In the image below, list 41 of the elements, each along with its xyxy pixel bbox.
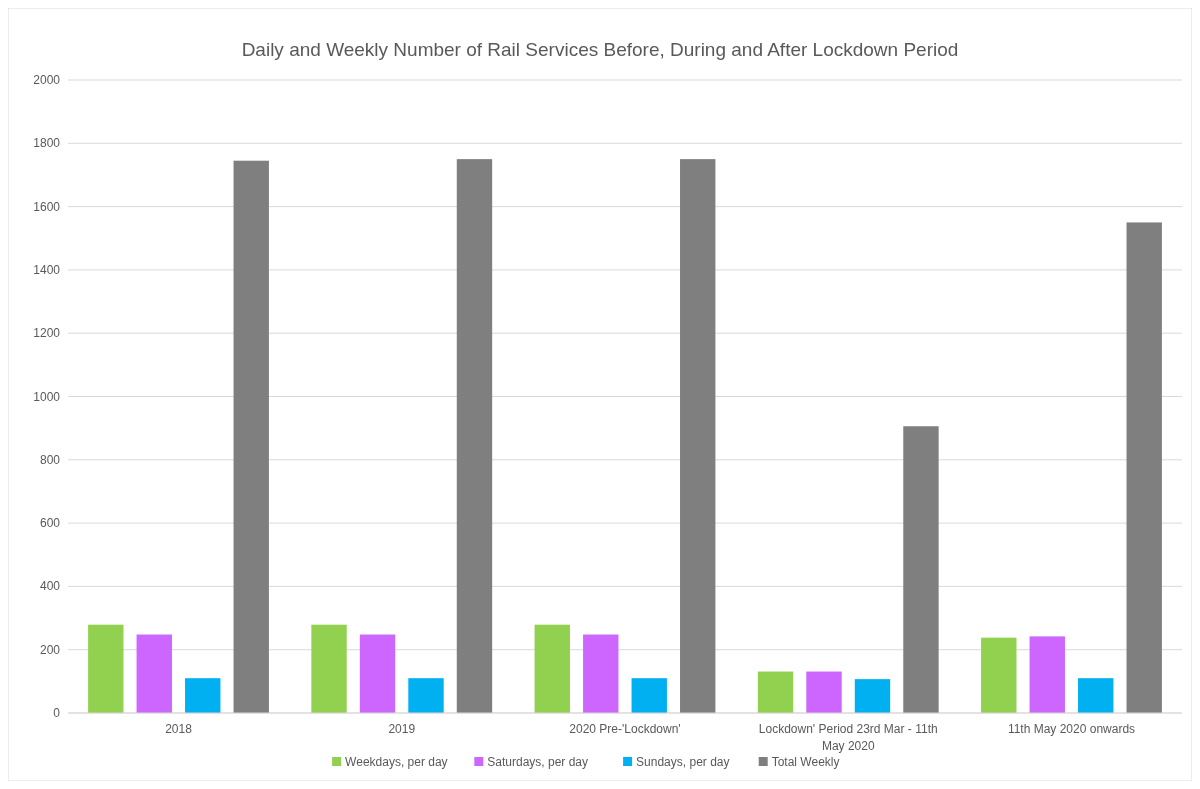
y-tick-label: 1200 bbox=[33, 326, 61, 341]
bar bbox=[136, 634, 172, 713]
bar bbox=[534, 624, 570, 713]
bar bbox=[680, 159, 716, 713]
y-tick-label: 400 bbox=[39, 579, 61, 594]
bar bbox=[311, 624, 347, 713]
y-tick-label: 600 bbox=[39, 516, 61, 531]
y-tick-label: 1800 bbox=[33, 136, 61, 151]
legend-label: Total Weekly bbox=[771, 755, 840, 769]
bar bbox=[981, 637, 1017, 713]
bar bbox=[583, 634, 619, 713]
legend-label: Sundays, per day bbox=[636, 755, 730, 769]
legend-label: Saturdays, per day bbox=[487, 755, 589, 769]
bar bbox=[1078, 678, 1114, 713]
bar bbox=[903, 426, 939, 713]
bar bbox=[1029, 636, 1065, 713]
bar bbox=[631, 678, 667, 713]
y-tick-label: 800 bbox=[39, 452, 61, 467]
bar bbox=[185, 678, 221, 713]
bar bbox=[408, 678, 444, 713]
bar bbox=[1126, 222, 1162, 713]
x-tick-label: Lockdown' Period 23rd Mar - 11th May 2020 bbox=[758, 722, 938, 753]
x-tick-label: 2019 bbox=[388, 722, 416, 736]
bar bbox=[88, 624, 124, 713]
chart-title: Daily and Weekly Number of Rail Services Before, During and After Lockdown Period bbox=[241, 39, 959, 60]
bar bbox=[359, 634, 396, 713]
bar bbox=[806, 671, 842, 713]
bar bbox=[233, 160, 269, 713]
y-tick-label: 200 bbox=[39, 642, 61, 657]
y-tick-label: 1400 bbox=[33, 262, 61, 277]
bar bbox=[757, 671, 794, 713]
y-tick-label: 0 bbox=[53, 706, 61, 720]
legend-label: Weekdays, per day bbox=[345, 755, 448, 769]
bar bbox=[456, 159, 493, 713]
x-tick-label: 2020 Pre-'Lockdown' bbox=[569, 722, 681, 736]
y-tick-label: 2000 bbox=[33, 73, 61, 87]
bar bbox=[854, 679, 891, 713]
x-tick-label: 11th May 2020 onwards bbox=[1007, 722, 1136, 736]
y-tick-label: 1000 bbox=[33, 389, 61, 404]
y-tick-label: 1600 bbox=[33, 199, 61, 214]
x-tick-label: 2018 bbox=[165, 722, 193, 736]
